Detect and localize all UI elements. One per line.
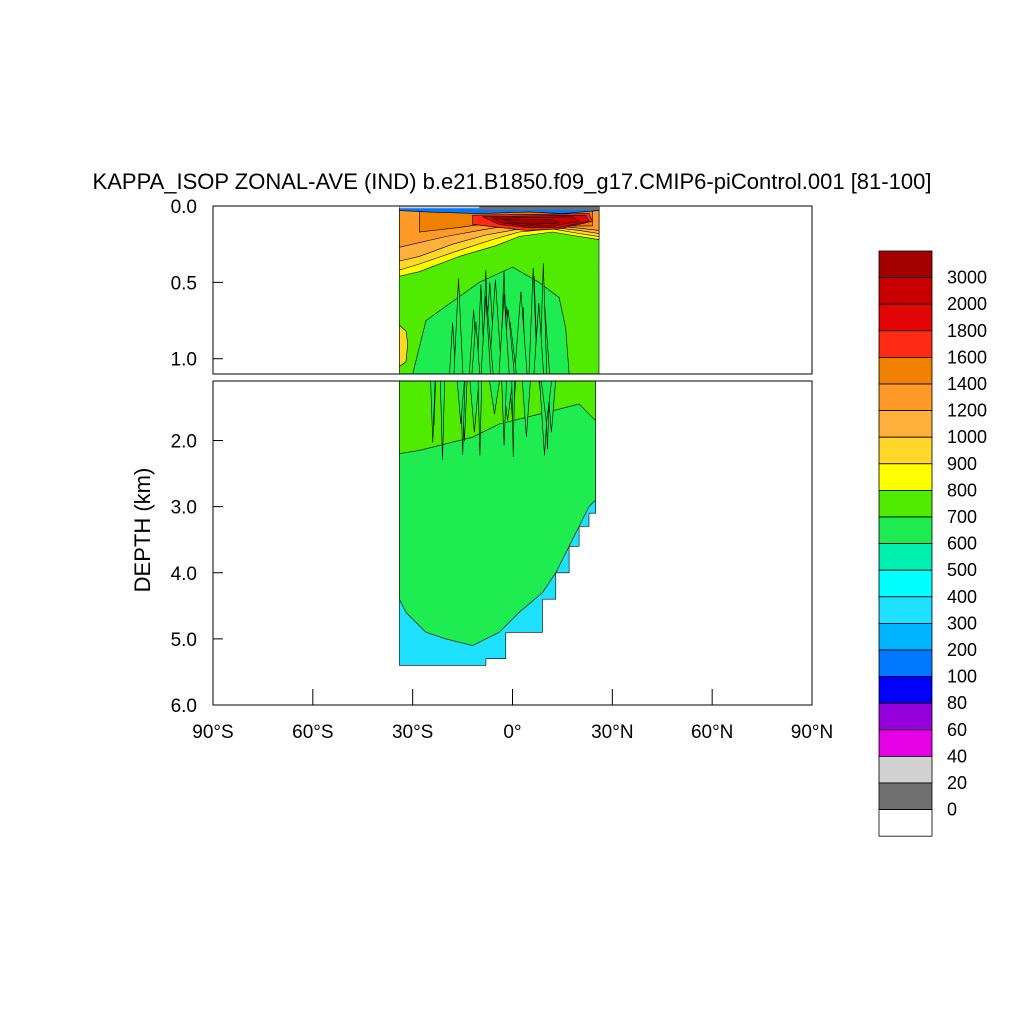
region-surface-dark [479,206,600,210]
colorbar-swatch [878,410,933,438]
colorbar-swatch [878,463,933,491]
colorbar-label: 80 [947,693,967,713]
x-tick-label: 30°N [591,722,633,743]
region-filament [469,381,480,433]
colorbar-swatch [878,436,933,465]
x-tick-label: 0° [503,722,521,743]
y-tick-label: 5.0 [171,630,197,651]
region-filament [498,294,510,374]
colorbar-swatch [878,543,933,571]
colorbar-label: 500 [947,560,977,580]
upper-panel-field [399,206,600,374]
colorbar-label: 2000 [947,294,987,314]
region-surface-grey [399,206,480,209]
colorbar-swatch [878,756,933,784]
colorbar-swatch [878,250,933,279]
region-filament [540,381,552,423]
colorbar-label: 400 [947,587,977,607]
colorbar-swatch [878,649,933,678]
colorbar-label: 40 [947,746,967,766]
y-tick-label: 2.0 [171,432,197,453]
colorbar-swatch [878,277,933,305]
axes: 90°S 60°S 30°S 0° 30°N 60°N 90°N 0.0 0.5 1.0 2.0 3.… [171,197,834,743]
colorbar-label: 600 [947,534,977,554]
region-filament [501,381,507,446]
x-tick-label: 60°N [691,722,733,743]
region-filament [439,381,446,461]
y-tick-label: 4.0 [171,564,197,585]
x-tick-label: 90°N [791,722,833,743]
region-filament [453,278,464,374]
colorbar-swatch [878,676,933,704]
colorbar-swatch [878,809,933,837]
region-filament [533,303,544,374]
region-filament [521,381,531,437]
region-filament [471,321,481,374]
colorbar-swatch [878,729,933,757]
colorbar-swatch [878,516,933,545]
colorbar-swatch [878,489,933,518]
colorbar: 3000200018001600140012001000900800700600… [878,250,987,837]
x-tick-label: 60°S [292,722,333,743]
chart-title: KAPPA_ISOP ZONAL-AVE (IND) b.e21.B1850.f… [93,169,932,194]
colorbar-label: 1000 [947,427,987,447]
region-filament [511,381,515,457]
lower-panel-field [399,381,597,666]
colorbar-swatch [878,330,933,358]
colorbar-swatch [878,623,933,651]
y-tick-label: 1.0 [171,350,197,371]
colorbar-label: 100 [947,667,977,687]
colorbar-label: 1200 [947,401,987,421]
colorbar-label: 1800 [947,321,987,341]
colorbar-label: 3000 [947,268,987,288]
colorbar-label: 900 [947,454,977,474]
colorbar-swatch [878,383,933,412]
colorbar-label: 20 [947,773,967,793]
y-axis-label: DEPTH (km) [130,468,155,593]
region-max-3000 [502,219,560,225]
x-tick-label: 90°S [192,722,233,743]
region-filament [488,279,503,374]
y-tick-label: 6.0 [171,696,197,717]
colorbar-swatch [878,569,933,598]
x-tick-label: 30°S [392,722,433,743]
region-filament [514,291,528,374]
colorbar-swatch [878,356,933,385]
colorbar-label: 300 [947,613,977,633]
y-tick-label: 0.0 [171,197,197,218]
region-filament [528,267,538,374]
colorbar-swatch [878,596,933,624]
colorbar-label: 0 [947,800,957,820]
colorbar-swatch [878,702,933,731]
region-filament [456,381,465,424]
region-filament [449,322,457,374]
colorbar-swatch [878,782,933,811]
colorbar-label: 200 [947,640,977,660]
region-filament [430,381,436,443]
colorbar-label: 700 [947,507,977,527]
region-deep-water [399,381,597,646]
region-filament [489,381,500,415]
y-tick-label: 3.0 [171,498,197,519]
region-filament [477,381,483,456]
region-filament [480,295,491,374]
colorbar-label: 60 [947,720,967,740]
colorbar-label: 800 [947,480,977,500]
upper-panel-frame [212,205,813,375]
colorbar-swatch [878,303,933,332]
y-tick-label: 0.5 [171,273,197,294]
colorbar-label: 1600 [947,347,987,367]
region-yellow-lens [399,324,409,367]
colorbar-label: 1400 [947,374,987,394]
